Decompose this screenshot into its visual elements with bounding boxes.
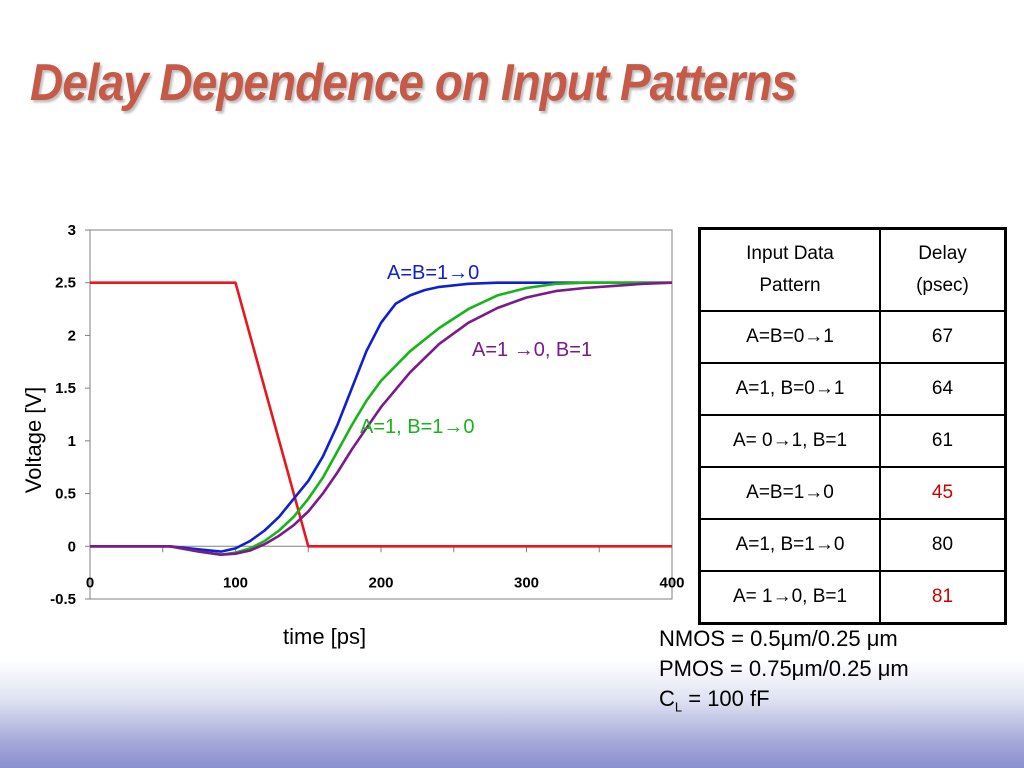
- pmos-spec: PMOS = 0.75μm/0.25 μm: [659, 656, 909, 681]
- y-tick-label: 2: [68, 327, 76, 344]
- series-line-input: [90, 281, 672, 548]
- y-tick-label: -0.5: [50, 591, 76, 608]
- y-tick-label: 0: [68, 538, 76, 555]
- table-row: A=1, B=0→1 64: [698, 362, 1007, 416]
- input-pattern-cell: A= 1→0, B=1: [698, 570, 881, 625]
- table-row: A=B=1→0 45: [698, 466, 1007, 520]
- y-tick-label: 2.5: [55, 275, 76, 292]
- y-tick-label: 1.5: [55, 380, 76, 397]
- device-specs: NMOS = 0.5μm/0.25 μm PMOS = 0.75μm/0.25 …: [659, 624, 909, 722]
- x-tick-label: 200: [368, 574, 393, 591]
- table-row: A=B=0→1 67: [698, 310, 1007, 364]
- load-cap-subscript: L: [674, 699, 683, 715]
- delay-table: Input Data Pattern Delay (psec) A=B=0→1 67 A…: [698, 227, 1007, 625]
- delay-cell: 80: [879, 518, 1007, 572]
- input-pattern-cell: A=B=1→0: [698, 466, 881, 520]
- series-line-a-1-0-b-1: [90, 281, 673, 557]
- table-row: A=1, B=1→0 80: [698, 518, 1007, 572]
- voltage-chart: 3 2.5 2 1.5 1 0.5 0 -0.5 0 100 200 300 400 A=B=1→0 A…: [50, 222, 684, 608]
- delay-cell: 81: [879, 570, 1007, 625]
- series-label-a-b-1-0: A=B=1→0: [387, 262, 479, 284]
- series-line-a-b-1-0: [90, 281, 672, 553]
- y-tick-label: 3: [68, 222, 76, 239]
- input-pattern-cell: A=1, B=1→0: [698, 518, 881, 572]
- y-tick-label: 0.5: [55, 486, 76, 503]
- y-tick-label: 1: [68, 433, 76, 450]
- series-label-a-1-b-1-0: A=1, B=1→0: [360, 416, 475, 438]
- load-cap-symbol: C: [659, 686, 675, 711]
- input-pattern-cell: A=B=0→1: [698, 310, 881, 364]
- series-label-a-1-0-b-1: A=1 →0, B=1: [472, 339, 592, 361]
- delay-cell: 64: [879, 362, 1007, 416]
- plot-area-border: [89, 229, 673, 600]
- header-input-pattern: Input Data Pattern: [698, 227, 881, 312]
- load-cap-value: = 100 fF: [682, 686, 770, 711]
- x-tick-label: 300: [514, 574, 539, 591]
- slide-title: Delay Dependence on Input Patterns: [30, 53, 797, 112]
- delay-cell: 61: [879, 414, 1007, 468]
- table-row: A= 1→0, B=1 81: [698, 570, 1007, 625]
- table-header-row: Input Data Pattern Delay (psec): [698, 227, 1007, 312]
- table-row: A= 0→1, B=1 61: [698, 414, 1007, 468]
- x-tick-label: 100: [223, 574, 248, 591]
- delay-cell: 45: [879, 466, 1007, 520]
- x-axis-title: time [ps]: [283, 624, 367, 649]
- x-tick-label: 400: [659, 574, 684, 591]
- y-axis-title: Voltage [V]: [14, 370, 54, 510]
- input-pattern-cell: A=1, B=0→1: [698, 362, 881, 416]
- delay-cell: 67: [879, 310, 1007, 364]
- nmos-spec: NMOS = 0.5μm/0.25 μm: [659, 626, 898, 651]
- y-axis-label: Voltage [V]: [21, 386, 46, 494]
- input-pattern-cell: A= 0→1, B=1: [698, 414, 881, 468]
- load-cap-spec: CL = 100 fF: [659, 684, 909, 722]
- header-delay: Delay (psec): [879, 227, 1007, 312]
- x-tick-label: 0: [86, 574, 94, 591]
